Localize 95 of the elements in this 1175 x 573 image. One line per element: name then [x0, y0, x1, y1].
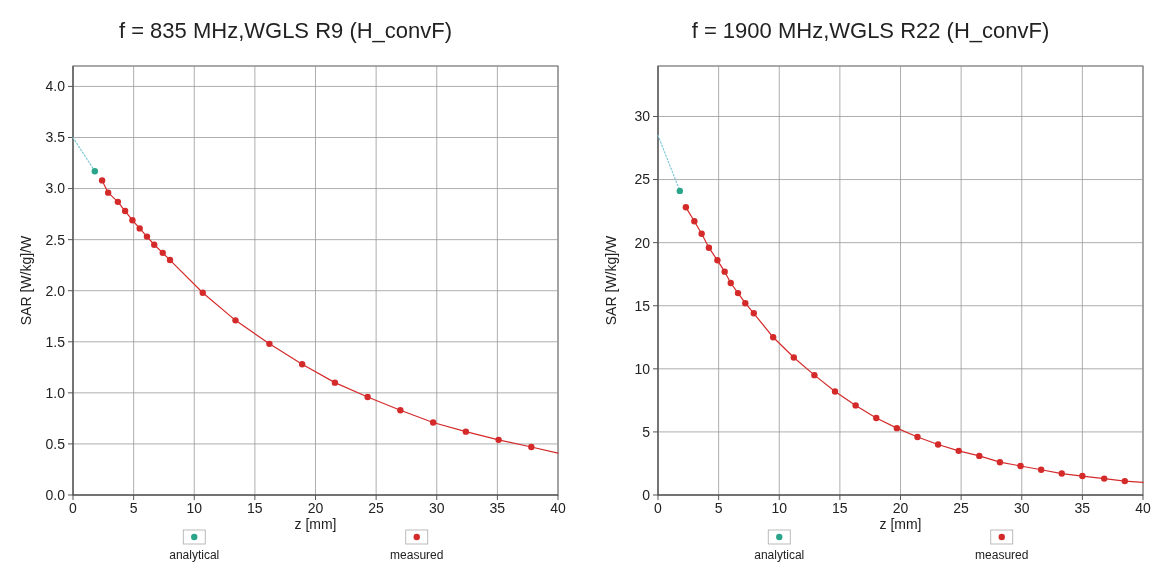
x-tick-label: 40: [1135, 500, 1151, 516]
point: [705, 244, 713, 251]
point: [852, 402, 859, 409]
x-tick-label: 0: [654, 500, 663, 516]
point: [266, 340, 273, 348]
legend-label: analytical: [169, 548, 220, 562]
y-tick-label: 2.0: [45, 282, 66, 299]
legend-label: measured: [975, 548, 1029, 562]
y-tick-label: 5: [642, 423, 651, 440]
point: [721, 268, 728, 275]
x-axis-title: z [mm]: [879, 516, 922, 532]
point: [698, 230, 705, 238]
x-axis-title: z [mm]: [294, 516, 337, 532]
chart-title: f = 1900 MHz,WGLS R22 (H_convF): [691, 18, 1050, 43]
point: [114, 198, 122, 206]
point: [734, 289, 742, 297]
point: [769, 334, 777, 341]
x-tick-label: 40: [550, 500, 566, 516]
point: [143, 233, 151, 240]
point: [129, 217, 136, 224]
legend-label: measured: [390, 548, 444, 562]
x-tick-label: 10: [771, 500, 788, 516]
y-tick-label: 30: [634, 108, 651, 125]
point: [676, 187, 684, 195]
y-axis-title: SAR [W/kg]/W: [18, 234, 34, 326]
point: [429, 419, 437, 426]
x-tick-label: 35: [1074, 500, 1091, 516]
x-tick-label: 30: [1013, 500, 1030, 516]
point: [893, 424, 901, 432]
x-tick-label: 20: [307, 500, 324, 516]
y-tick-label: 0.0: [45, 486, 66, 503]
x-tick-label: 25: [368, 500, 385, 516]
y-axis-title: SAR [W/kg]/W: [603, 234, 619, 326]
x-tick-label: 30: [428, 500, 445, 516]
x-tick-label: 35: [489, 500, 506, 516]
point: [121, 207, 129, 215]
point: [914, 433, 921, 441]
point: [397, 407, 404, 414]
point: [1079, 472, 1086, 480]
y-tick-label: 10: [634, 360, 651, 377]
y-tick-label: 1.5: [45, 333, 66, 350]
point: [166, 256, 174, 264]
point: [934, 441, 942, 448]
point: [528, 443, 535, 451]
point: [742, 300, 749, 307]
point: [199, 289, 206, 296]
point: [714, 257, 721, 264]
point: [98, 177, 106, 184]
point: [750, 310, 757, 317]
point: [682, 204, 690, 211]
point: [159, 249, 166, 257]
point: [331, 379, 339, 386]
point: [831, 388, 839, 395]
point: [151, 241, 158, 248]
x-tick-label: 15: [247, 500, 263, 516]
point: [811, 371, 818, 379]
y-tick-label: 0.5: [45, 435, 66, 452]
point: [727, 279, 734, 287]
point: [976, 452, 983, 460]
point: [136, 225, 143, 232]
legend-label: analytical: [754, 548, 805, 562]
x-tick-label: 5: [129, 500, 138, 516]
point: [1121, 477, 1129, 485]
y-tick-label: 3.5: [45, 129, 66, 146]
point: [91, 168, 99, 175]
point: [1017, 462, 1024, 470]
y-tick-label: 20: [634, 234, 651, 251]
y-tick-label: 0: [642, 486, 651, 503]
y-tick-label: 25: [634, 171, 651, 188]
point: [364, 393, 371, 401]
x-tick-label: 0: [69, 500, 78, 516]
point: [495, 436, 502, 444]
point: [873, 414, 880, 422]
point: [298, 361, 306, 368]
y-tick-label: 3.0: [45, 180, 66, 197]
x-tick-label: 5: [714, 500, 723, 516]
x-tick-label: 15: [832, 500, 848, 516]
point: [996, 458, 1004, 466]
x-tick-label: 10: [186, 500, 203, 516]
y-tick-label: 1.0: [45, 384, 66, 401]
y-tick-label: 4.0: [45, 78, 66, 95]
x-tick-label: 20: [892, 500, 909, 516]
point: [1058, 470, 1065, 477]
point: [232, 317, 239, 324]
point: [790, 354, 797, 361]
point: [1101, 475, 1108, 482]
x-tick-label: 25: [953, 500, 970, 516]
chart-title: f = 835 MHz,WGLS R9 (H_convF): [118, 18, 453, 43]
point: [955, 447, 962, 455]
y-tick-label: 15: [634, 297, 651, 314]
point: [1037, 466, 1045, 473]
point: [462, 428, 470, 435]
point: [104, 189, 112, 196]
y-tick-label: 2.5: [45, 231, 66, 248]
point: [691, 218, 698, 225]
